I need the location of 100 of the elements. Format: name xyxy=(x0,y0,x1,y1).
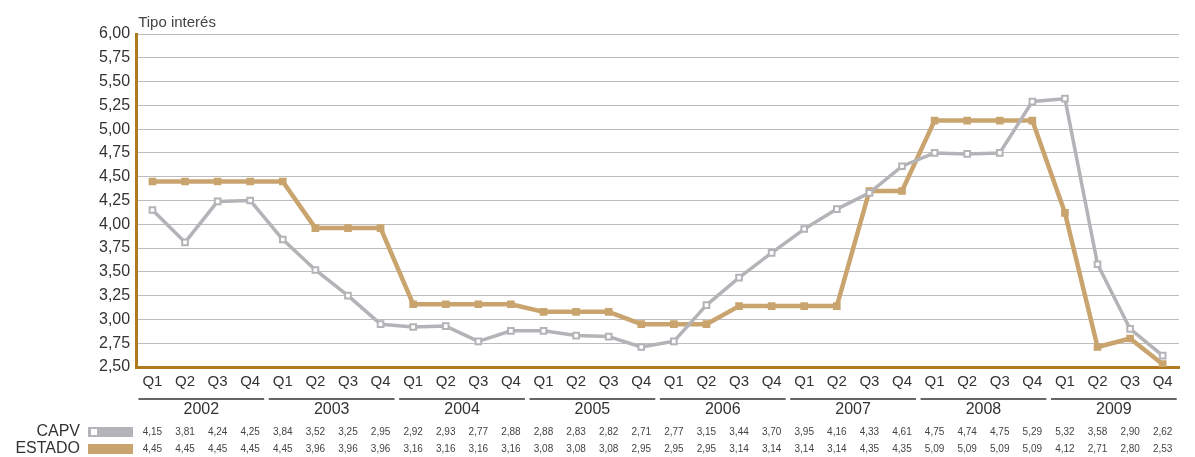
point xyxy=(604,307,613,316)
x-tick-label: Q1 xyxy=(272,372,293,390)
data-label: 2,71 xyxy=(631,425,652,437)
y-tick-label: 2,50 xyxy=(99,357,131,375)
y-tick-label: 5,75 xyxy=(99,48,131,66)
data-label: 2,95 xyxy=(631,442,652,454)
legend-label: CAPV xyxy=(36,422,81,440)
data-label: 4,74 xyxy=(957,425,978,437)
x-tick-label: Q3 xyxy=(729,372,750,390)
point xyxy=(507,300,515,309)
data-label: 4,45 xyxy=(207,442,228,454)
y-axis-title: Tipo interés xyxy=(138,12,216,30)
text: 2008 xyxy=(965,400,1002,418)
x-tick-label: Q2 xyxy=(1087,372,1108,390)
data-label: 3,08 xyxy=(598,442,619,454)
point xyxy=(1093,260,1102,269)
y-tick-label: 3,75 xyxy=(99,238,131,256)
data-label: 5,09 xyxy=(1022,442,1043,454)
data-label: 2,62 xyxy=(1152,425,1173,437)
data-label: 3,96 xyxy=(305,442,326,454)
data-label: 2,95 xyxy=(696,442,717,454)
x-tick-label: Q1 xyxy=(533,372,554,390)
point xyxy=(832,302,841,310)
text: 2003 xyxy=(313,400,350,418)
data-label: 4,45 xyxy=(240,442,261,454)
data-label: 3,16 xyxy=(468,442,489,454)
data-label: 4,16 xyxy=(827,425,847,437)
data-label: 2,92 xyxy=(403,425,424,437)
point xyxy=(1126,325,1134,333)
x-tick-label: Q2 xyxy=(175,372,196,390)
point xyxy=(767,249,776,257)
point xyxy=(1158,351,1167,360)
point xyxy=(1158,360,1167,367)
data-label: 3,96 xyxy=(338,442,359,454)
point xyxy=(572,307,580,316)
text: 2004 xyxy=(444,400,480,418)
point xyxy=(767,302,776,310)
x-tick-label: Q1 xyxy=(403,372,424,390)
x-tick-label: Q3 xyxy=(468,372,489,390)
point xyxy=(604,332,613,341)
point xyxy=(670,320,678,329)
x-tick-label: Q3 xyxy=(1120,372,1141,390)
x-tick-label: Q2 xyxy=(435,372,456,390)
data-label: 3,08 xyxy=(533,442,554,454)
data-label: 4,45 xyxy=(175,442,196,454)
data-label: 2,71 xyxy=(1087,442,1108,454)
data-label: 2,77 xyxy=(468,425,489,437)
data-label: 4,25 xyxy=(240,425,261,437)
point xyxy=(278,177,287,186)
data-label: 2,53 xyxy=(1152,442,1173,454)
y-tick-label: 4,25 xyxy=(99,190,131,208)
legend-label: ESTADO xyxy=(15,439,80,457)
point xyxy=(995,116,1004,125)
point xyxy=(735,273,743,282)
point xyxy=(148,206,157,214)
point xyxy=(539,307,548,316)
data-label: 2,77 xyxy=(664,425,685,437)
point xyxy=(376,320,385,329)
x-tick-label: Q4 xyxy=(631,372,652,390)
point xyxy=(670,337,678,346)
data-label: 3,14 xyxy=(729,442,750,454)
point xyxy=(800,225,809,233)
y-tick-label: 3,50 xyxy=(99,262,131,280)
point xyxy=(344,291,352,300)
text: 2007 xyxy=(835,400,871,418)
point xyxy=(441,300,450,309)
data-label: 3,70 xyxy=(761,425,782,437)
point xyxy=(963,116,971,125)
data-label: 2,95 xyxy=(664,442,685,454)
x-tick-label: Q3 xyxy=(989,372,1010,390)
point xyxy=(1061,94,1069,103)
point xyxy=(181,177,189,186)
point xyxy=(702,320,711,329)
x-tick-label: Q4 xyxy=(500,372,521,390)
point xyxy=(963,150,971,158)
data-label: 2,83 xyxy=(566,425,587,437)
point xyxy=(898,162,906,171)
data-label: 2,90 xyxy=(1120,425,1141,437)
text: 2005 xyxy=(574,400,611,418)
point xyxy=(376,224,385,232)
data-label: 3,08 xyxy=(566,442,587,454)
data-label: 2,88 xyxy=(533,425,554,437)
y-tick-label: 4,00 xyxy=(99,214,131,232)
data-label: 3,15 xyxy=(696,425,717,437)
point xyxy=(1126,334,1134,343)
x-tick-label: Q3 xyxy=(337,372,358,390)
data-label: 3,58 xyxy=(1087,425,1108,437)
x-tick-label: Q3 xyxy=(207,372,228,390)
data-label: 4,75 xyxy=(990,425,1010,437)
point xyxy=(702,301,711,309)
data-label: 4,35 xyxy=(892,442,913,454)
point xyxy=(474,337,483,346)
data-label: 4,35 xyxy=(859,442,880,454)
point xyxy=(637,343,646,351)
point xyxy=(246,196,255,205)
data-label: 5,09 xyxy=(957,442,978,454)
data-label: 3,14 xyxy=(761,442,782,454)
y-tick-label: 3,00 xyxy=(99,309,131,327)
data-label: 3,25 xyxy=(338,425,359,437)
x-tick-label: Q4 xyxy=(240,372,261,390)
